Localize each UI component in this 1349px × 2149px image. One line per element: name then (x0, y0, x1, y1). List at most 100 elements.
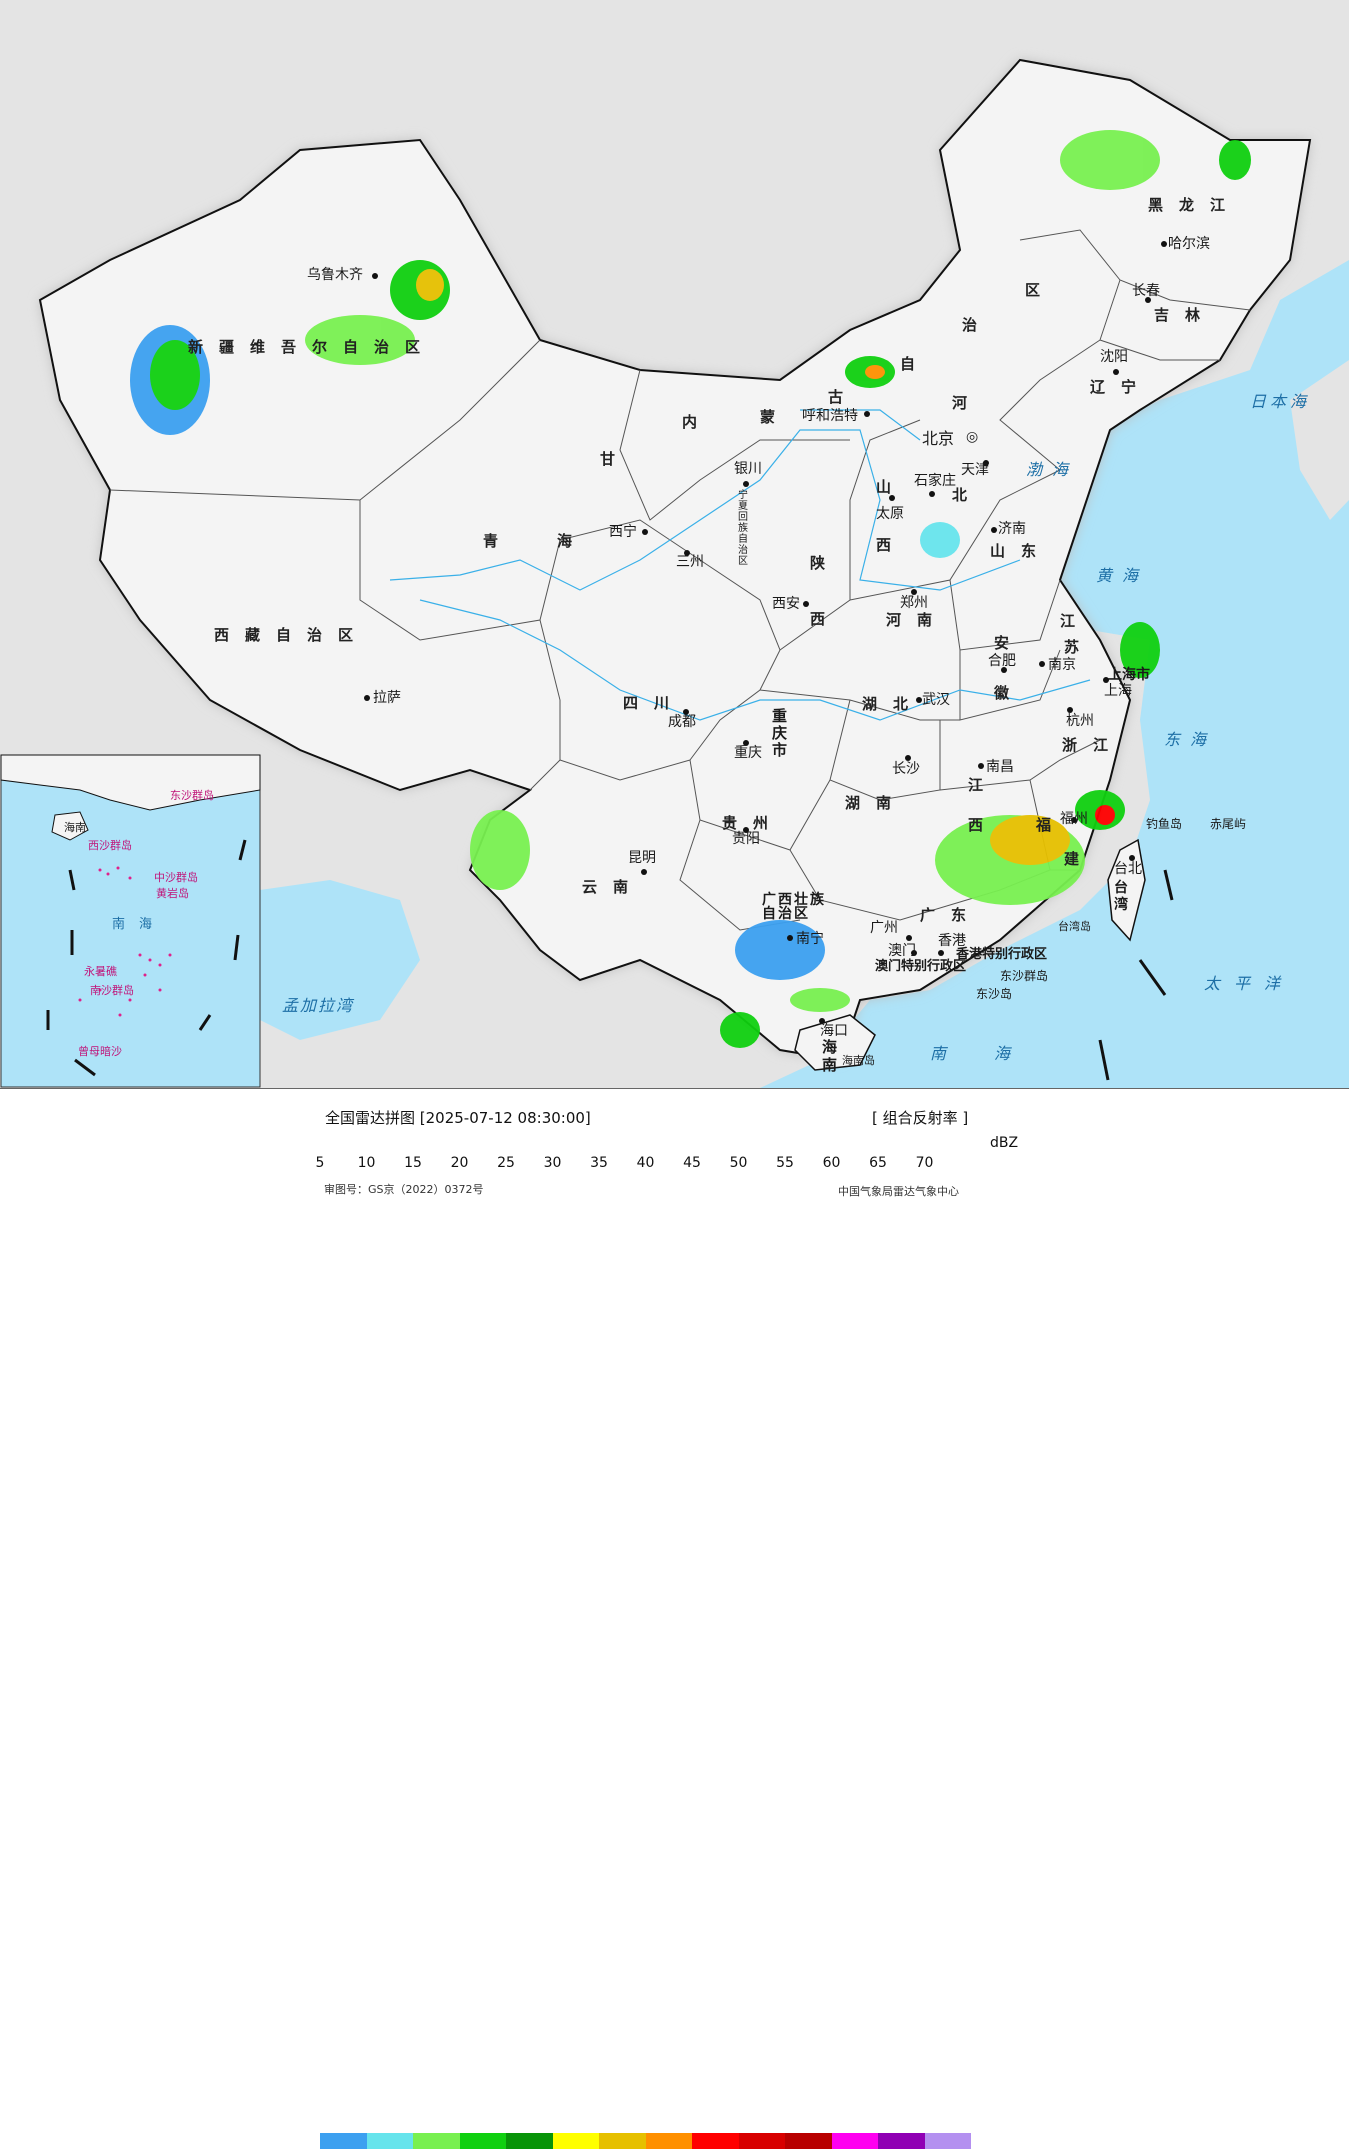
sea-donghai: 东海 (1164, 730, 1217, 749)
inset-hainan: 海南 (64, 821, 86, 834)
city-dot (1161, 241, 1167, 247)
city-shenyang: 沈阳 (1100, 349, 1128, 365)
inset-dongsha: 东沙群岛 (170, 789, 214, 802)
inset-hainan (51, 811, 89, 841)
hainan-island (794, 1014, 876, 1071)
nine-dash-line (46, 839, 1174, 1081)
city-hongkong: 香港 (938, 933, 966, 949)
scale-tick: 65 (869, 1155, 887, 1171)
region-taiwan: 台湾 (1114, 880, 1128, 913)
inset-zhongsha: 中沙群岛 (154, 871, 198, 884)
city-taiyuan: 太原 (876, 506, 904, 522)
city-chongqing: 重庆 (734, 745, 762, 761)
city-hohhot: 呼和浩特 (802, 408, 858, 424)
scale-swatch (413, 2133, 460, 2149)
city-dot (743, 481, 749, 487)
ocean (760, 260, 1349, 1088)
city-dot (641, 869, 647, 875)
scale-tick: 25 (497, 1155, 515, 1171)
region-jiangxi-b: 西 (968, 816, 1000, 834)
radar-echoes (130, 130, 1251, 1048)
city-nanjing: 南京 (1048, 657, 1076, 673)
city-dot (864, 411, 870, 417)
region-yunnan: 云南 (582, 878, 645, 896)
sea-bohai: 渤海 (1026, 460, 1079, 479)
scale-swatch (366, 2133, 413, 2149)
city-dot (372, 273, 378, 279)
city-dot (683, 709, 689, 715)
island-diaoyu: 钓鱼岛 (1146, 817, 1183, 831)
city-dot (364, 695, 370, 701)
island-dongsha2: 东沙岛 (976, 987, 1013, 1001)
city-guangzhou: 广州 (870, 920, 898, 936)
city-dot (906, 935, 912, 941)
city-dot (1129, 855, 1135, 861)
city-dot (938, 950, 944, 956)
city-nanchang: 南昌 (986, 759, 1014, 775)
city-haikou: 海口 (820, 1023, 848, 1039)
region-nmg-4: 自 (900, 355, 932, 373)
city-dot (787, 935, 793, 941)
city-taibei: 台北 (1114, 861, 1142, 877)
region-jiangxi-a: 江 (968, 776, 1000, 794)
region-shandong: 山东 (990, 542, 1053, 560)
region-shanxi-b: 西 (876, 536, 908, 554)
scale-swatch (738, 2133, 785, 2149)
city-xian: 西安 (772, 596, 800, 612)
inset-reefs (78, 866, 172, 1017)
bay-of-bengal (260, 880, 420, 1040)
city-chengdu: 成都 (668, 714, 696, 730)
region-qinghai-a: 青 (483, 532, 515, 550)
scale-swatch (320, 2133, 367, 2149)
city-lanzhou: 三州 (676, 554, 704, 570)
city-dot (929, 491, 935, 497)
scale-swatch (831, 2133, 878, 2149)
city-dot (911, 950, 917, 956)
region-heilongjiang: 黑龙江 (1148, 196, 1242, 214)
japan-land (1290, 360, 1349, 520)
sea-nanhai: 南海 (930, 1044, 1059, 1063)
beijing-star-icon: ◎ (966, 429, 979, 445)
island-dongsha: 东沙群岛 (1000, 969, 1049, 983)
city-beijing: 北京 (922, 429, 955, 448)
city-dot (642, 529, 648, 535)
color-scale (320, 2133, 971, 2149)
region-chongqing: 重庆市 (772, 707, 788, 759)
south-china-sea-inset (0, 754, 261, 1088)
scale-swatch (599, 2133, 646, 2149)
scale-swatch (692, 2133, 739, 2149)
island-hainandao: 海南岛 (842, 1054, 875, 1067)
city-dot (803, 601, 809, 607)
region-shanxi-a: 山 (876, 478, 908, 496)
region-fujian-b: 建 (1064, 850, 1096, 868)
region-ningxia: 宁夏回族自治区 (738, 490, 748, 567)
region-zhejiang: 浙江 (1062, 736, 1125, 754)
region-macao: 澳门特别行政区 (875, 959, 967, 974)
city-tianjin: 天津 (961, 462, 989, 478)
scale-swatch (552, 2133, 599, 2149)
region-tibet: 西藏自治区 (214, 626, 370, 644)
city-dot (684, 550, 690, 556)
region-jiangsu-b: 苏 (1064, 638, 1096, 656)
region-nmg-3: 古 (828, 388, 860, 406)
region-qinghai-b: 海 (557, 532, 589, 550)
city-nanning: 南宁 (796, 931, 824, 947)
region-nmg-1: 内 (682, 413, 714, 431)
region-nmg-2: 蒙 (760, 408, 792, 426)
city-dot (743, 740, 749, 746)
region-fujian-a: 福 (1036, 816, 1068, 834)
city-urumqi: 乌鲁木齐 (307, 267, 363, 283)
city-xining: 西宁 (609, 524, 637, 540)
city-dot (905, 755, 911, 761)
region-nmg-6: 区 (1025, 281, 1057, 299)
city-changsha: 长沙 (892, 761, 920, 777)
map-canvas (0, 0, 1349, 1088)
scale-swatch (506, 2133, 553, 2149)
region-nmg-5: 治 (962, 316, 994, 334)
map-title: 全国雷达拼图 [2025-07-12 08:30:00] (325, 1109, 591, 1127)
island-chiwei: 赤尾屿 (1210, 817, 1247, 831)
city-kunming: 昆明 (628, 850, 656, 866)
city-dot (991, 527, 997, 533)
city-shijiazhuang: 石家庄 (914, 473, 956, 489)
city-dot (819, 1018, 825, 1024)
